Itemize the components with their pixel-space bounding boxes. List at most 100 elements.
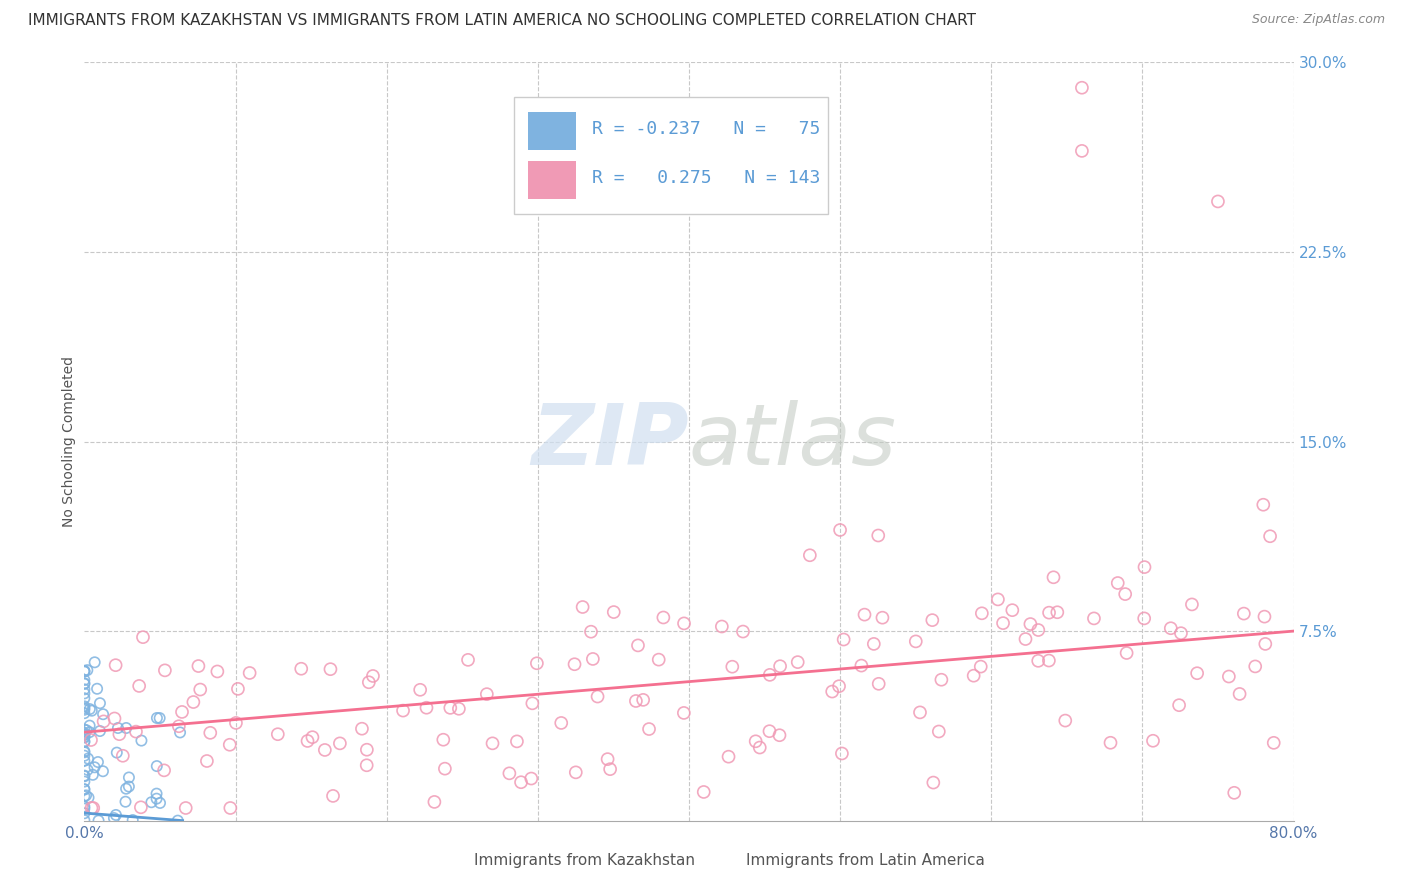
Point	[596, 752, 619, 766]
Point	[115, 721, 138, 735]
Point	[267, 727, 290, 741]
Point	[652, 610, 675, 624]
Point	[114, 795, 136, 809]
Bar	[702, 850, 735, 871]
Point	[599, 762, 621, 776]
Point	[73, 730, 96, 744]
Point	[87, 755, 110, 769]
Point	[73, 726, 96, 740]
Bar	[429, 850, 463, 871]
Point	[423, 795, 446, 809]
Point	[868, 677, 890, 691]
Point	[73, 728, 96, 742]
Point	[1038, 654, 1060, 668]
Point	[1054, 714, 1077, 728]
Point	[167, 719, 190, 733]
Text: R =   0.275   N = 143: R = 0.275 N = 143	[592, 169, 821, 187]
Point	[73, 754, 96, 768]
Point	[1133, 560, 1156, 574]
Point	[87, 814, 110, 828]
Point	[1026, 623, 1049, 637]
Point	[928, 724, 950, 739]
Point	[357, 675, 380, 690]
Point	[721, 659, 744, 673]
Point	[1026, 654, 1049, 668]
Point	[571, 600, 593, 615]
Point	[141, 795, 163, 809]
Point	[1042, 570, 1064, 584]
Point	[1107, 576, 1129, 591]
Point	[506, 734, 529, 748]
Point	[433, 762, 456, 776]
Point	[1160, 621, 1182, 635]
Point	[356, 758, 378, 772]
Point	[226, 681, 249, 696]
Point	[200, 726, 222, 740]
Point	[768, 728, 790, 742]
Point	[73, 769, 96, 783]
Point	[582, 652, 605, 666]
Point	[963, 669, 986, 683]
Point	[1258, 529, 1281, 543]
Point	[73, 769, 96, 783]
Point	[219, 801, 242, 815]
Point	[207, 665, 229, 679]
Point	[82, 801, 104, 815]
Point	[73, 814, 96, 828]
Point	[853, 607, 876, 622]
Point	[73, 731, 96, 745]
Y-axis label: No Schooling Completed: No Schooling Completed	[62, 356, 76, 527]
Point	[73, 782, 96, 797]
Point	[188, 682, 211, 697]
Point	[76, 763, 98, 777]
Point	[128, 679, 150, 693]
Point	[1071, 144, 1094, 158]
Point	[759, 668, 782, 682]
Point	[1181, 598, 1204, 612]
Point	[1114, 587, 1136, 601]
Point	[457, 653, 479, 667]
Point	[73, 699, 96, 714]
Point	[73, 703, 96, 717]
Point	[73, 677, 96, 691]
Point	[170, 705, 193, 719]
Point	[1253, 498, 1275, 512]
Point	[149, 796, 172, 810]
Point	[73, 789, 96, 804]
Point	[673, 616, 696, 631]
Point	[125, 724, 148, 739]
Point	[710, 619, 733, 633]
Point	[145, 787, 167, 801]
Text: Source: ZipAtlas.com: Source: ZipAtlas.com	[1251, 13, 1385, 27]
Point	[183, 695, 205, 709]
Point	[1254, 637, 1277, 651]
Point	[1142, 733, 1164, 747]
Point	[361, 669, 384, 683]
Point	[290, 662, 312, 676]
Point	[146, 711, 169, 725]
Point	[73, 723, 96, 737]
Point	[1046, 605, 1069, 619]
Point	[79, 702, 101, 716]
Point	[786, 655, 808, 669]
Point	[79, 718, 101, 732]
Point	[77, 751, 100, 765]
Point	[510, 775, 533, 789]
Point	[1099, 736, 1122, 750]
Point	[350, 722, 373, 736]
Point	[475, 687, 498, 701]
Point	[108, 727, 131, 741]
Point	[565, 765, 588, 780]
Point	[758, 724, 780, 739]
Point	[830, 523, 852, 537]
Point	[129, 800, 152, 814]
Point	[77, 790, 100, 805]
Point	[73, 673, 96, 687]
Point	[195, 754, 218, 768]
Point	[1263, 736, 1285, 750]
Text: R = -0.237   N =   75: R = -0.237 N = 75	[592, 120, 821, 138]
Point	[131, 733, 153, 747]
Point	[1229, 687, 1251, 701]
Point	[586, 690, 609, 704]
Point	[105, 746, 128, 760]
